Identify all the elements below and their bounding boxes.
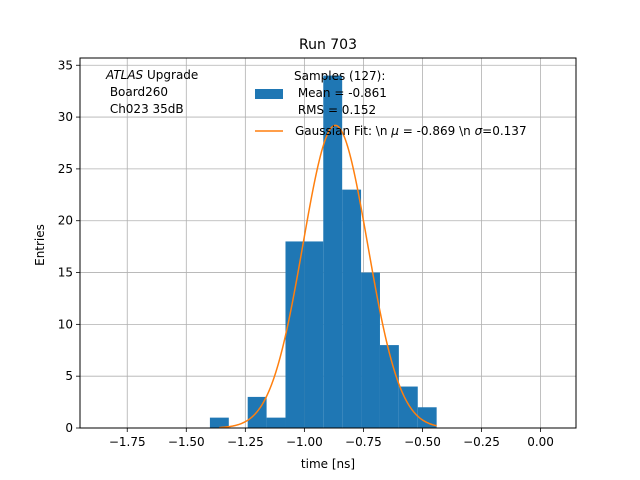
- histogram-bar: [417, 407, 437, 428]
- y-tick-label: 10: [58, 317, 73, 331]
- plot-frame: [79, 57, 577, 429]
- histogram-bar: [266, 417, 286, 428]
- y-tick-label: 0: [65, 421, 73, 435]
- legend: Samples (127): Mean = -0.861 RMS = 0.152…: [255, 69, 527, 138]
- x-tick-label: −1.75: [109, 435, 146, 449]
- y-tick-label: 5: [65, 369, 73, 383]
- legend-fit-sigma: σ: [475, 124, 483, 138]
- y-tick-label: 30: [58, 110, 73, 124]
- x-tick-label: −1.25: [227, 435, 264, 449]
- histogram-bar: [361, 272, 380, 428]
- legend-hist-label-line-1: Samples (127):: [294, 69, 385, 83]
- legend-fit-text-b: = -0.869 \n: [399, 124, 475, 138]
- histogram-bar: [285, 241, 305, 428]
- histogram-bar: [342, 189, 362, 428]
- y-tick-label: 35: [58, 58, 73, 72]
- atlas-annotation: ATLAS Upgrade Board260 Ch023 35dB: [105, 68, 198, 116]
- x-tick-label: −1.50: [168, 435, 205, 449]
- legend-hist-label-line-2: Mean = -0.861: [294, 86, 387, 100]
- legend-fit-mu: μ: [390, 124, 399, 138]
- legend-hist-label-line-3: RMS = 0.152: [294, 103, 376, 117]
- histogram-bars: [209, 75, 437, 428]
- histogram-bar: [379, 345, 399, 428]
- annotation-atlas-word: ATLAS: [105, 68, 144, 82]
- x-axis-label: time [ns]: [301, 457, 355, 471]
- annotation-line-3: Ch023 35dB: [106, 102, 184, 116]
- histogram-bar: [323, 75, 343, 428]
- chart-title: Run 703: [299, 37, 357, 53]
- legend-fit-label: Gaussian Fit: \n μ = -0.869 \n σ=0.137: [295, 124, 527, 138]
- x-tick-label: −0.50: [404, 435, 441, 449]
- histogram-bar: [209, 417, 229, 428]
- gaussian-fit-curve: [219, 124, 437, 429]
- annotation-line-2: Board260: [106, 85, 168, 99]
- histogram-bar: [304, 241, 324, 428]
- legend-fit-text-a: Gaussian Fit: \n: [295, 124, 391, 138]
- x-axis-ticks: −1.75 −1.50 −1.25 −1.00 −0.75 −0.50 −0.25 0.00: [109, 428, 554, 449]
- annotation-line-1: ATLAS Upgrade: [105, 68, 198, 82]
- x-tick-label: 0.00: [527, 435, 554, 449]
- annotation-upgrade-word: Upgrade: [143, 68, 198, 82]
- x-tick-label: −1.00: [286, 435, 323, 449]
- x-tick-label: −0.25: [463, 435, 500, 449]
- y-axis-label: Entries: [33, 224, 47, 266]
- y-tick-label: 15: [58, 266, 73, 280]
- legend-hist-swatch: [255, 89, 283, 99]
- legend-fit-text-c: =0.137: [482, 124, 526, 138]
- y-tick-label: 25: [58, 162, 73, 176]
- x-tick-label: −0.75: [345, 435, 382, 449]
- y-tick-label: 20: [58, 214, 73, 228]
- y-axis-ticks: 0 5 10 15 20 25 30 35: [58, 58, 80, 435]
